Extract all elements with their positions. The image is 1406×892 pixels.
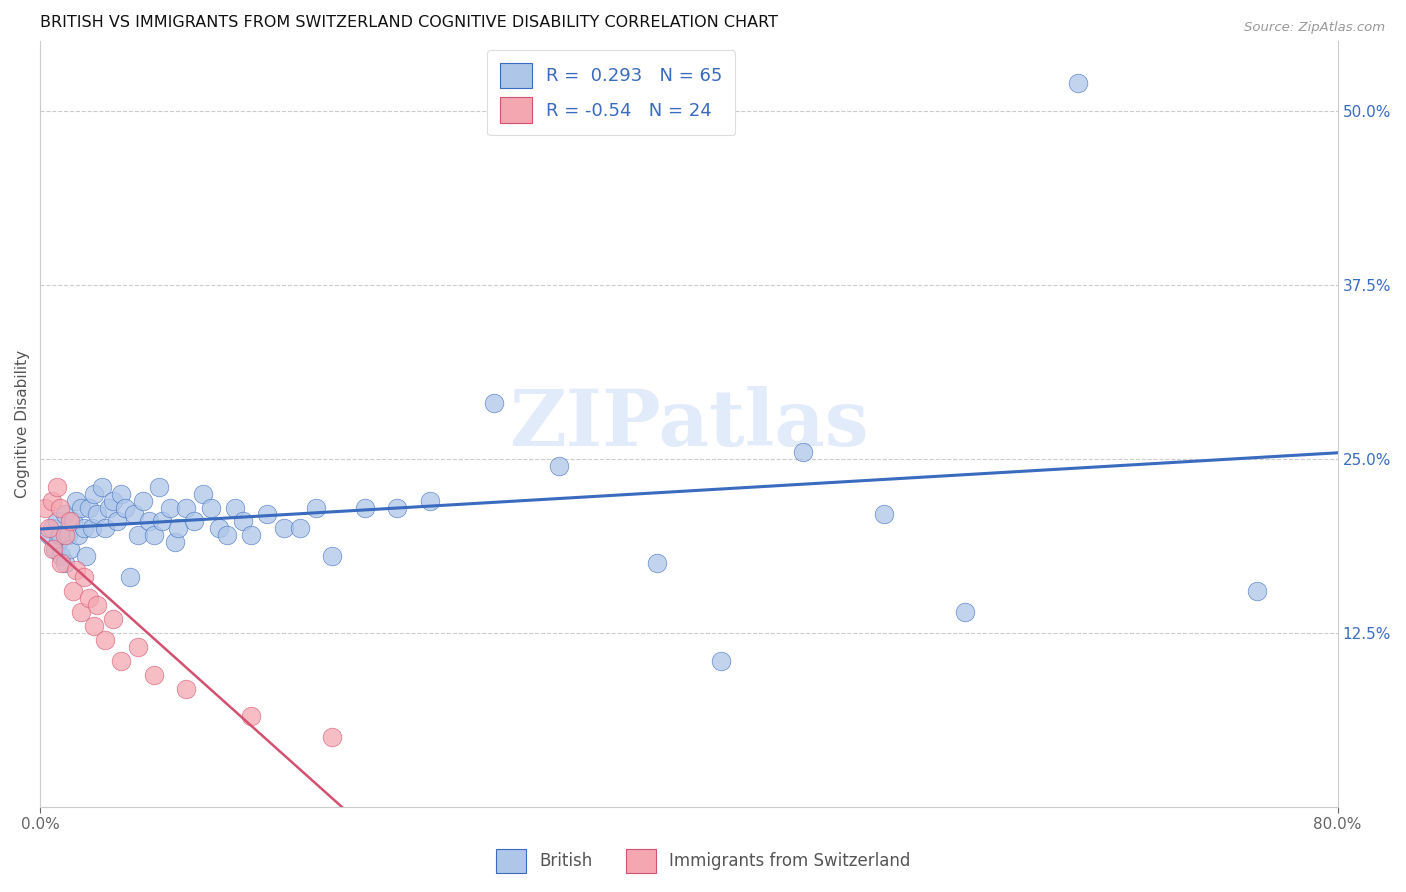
Point	[191, 486, 214, 500]
Point	[127, 640, 149, 654]
Point	[51, 556, 73, 570]
Point	[138, 515, 160, 529]
Point	[75, 549, 97, 564]
Point	[44, 542, 66, 557]
Point	[288, 521, 311, 535]
Point	[150, 515, 173, 529]
Point	[45, 480, 67, 494]
Point	[41, 493, 63, 508]
Point	[49, 528, 72, 542]
Point	[73, 570, 96, 584]
Point	[548, 458, 571, 473]
Point	[385, 500, 408, 515]
Point	[118, 570, 141, 584]
Point	[321, 731, 343, 745]
Point	[62, 584, 84, 599]
Point	[77, 591, 100, 605]
Point	[953, 605, 976, 619]
Point	[419, 493, 441, 508]
Legend: British, Immigrants from Switzerland: British, Immigrants from Switzerland	[489, 842, 917, 880]
Point	[42, 542, 65, 557]
Text: BRITISH VS IMMIGRANTS FROM SWITZERLAND COGNITIVE DISABILITY CORRELATION CHART: BRITISH VS IMMIGRANTS FROM SWITZERLAND C…	[41, 15, 779, 30]
Point	[77, 500, 100, 515]
Legend: R =  0.293   N = 65, R = -0.54   N = 24: R = 0.293 N = 65, R = -0.54 N = 24	[486, 50, 735, 136]
Point	[53, 556, 76, 570]
Point	[142, 667, 165, 681]
Point	[273, 521, 295, 535]
Point	[56, 528, 79, 542]
Point	[86, 508, 108, 522]
Point	[73, 521, 96, 535]
Point	[97, 500, 120, 515]
Point	[163, 535, 186, 549]
Point	[59, 515, 82, 529]
Point	[70, 605, 93, 619]
Point	[103, 612, 125, 626]
Point	[65, 563, 87, 577]
Point	[53, 528, 76, 542]
Point	[38, 528, 60, 542]
Point	[83, 619, 105, 633]
Point	[167, 521, 190, 535]
Point	[70, 500, 93, 515]
Point	[240, 709, 263, 723]
Point	[148, 480, 170, 494]
Point	[1067, 76, 1090, 90]
Point	[59, 542, 82, 557]
Point	[645, 556, 668, 570]
Point	[224, 500, 246, 515]
Point	[53, 508, 76, 522]
Point	[208, 521, 231, 535]
Point	[321, 549, 343, 564]
Y-axis label: Cognitive Disability: Cognitive Disability	[15, 350, 30, 498]
Point	[127, 528, 149, 542]
Point	[34, 500, 56, 515]
Point	[176, 500, 198, 515]
Text: ZIPatlas: ZIPatlas	[509, 386, 869, 462]
Point	[46, 535, 69, 549]
Point	[41, 521, 63, 535]
Point	[94, 521, 117, 535]
Point	[51, 549, 73, 564]
Point	[232, 515, 254, 529]
Point	[114, 500, 136, 515]
Point	[240, 528, 263, 542]
Point	[792, 444, 814, 458]
Point	[65, 493, 87, 508]
Point	[159, 500, 181, 515]
Point	[256, 508, 278, 522]
Point	[215, 528, 238, 542]
Point	[91, 480, 114, 494]
Point	[110, 654, 132, 668]
Point	[872, 508, 894, 522]
Point	[1246, 584, 1268, 599]
Point	[45, 515, 67, 529]
Point	[183, 515, 205, 529]
Text: Source: ZipAtlas.com: Source: ZipAtlas.com	[1244, 21, 1385, 34]
Point	[124, 508, 146, 522]
Point	[176, 681, 198, 696]
Point	[131, 493, 153, 508]
Point	[94, 632, 117, 647]
Point	[484, 396, 506, 410]
Point	[105, 515, 128, 529]
Point	[142, 528, 165, 542]
Point	[66, 528, 89, 542]
Point	[353, 500, 375, 515]
Point	[200, 500, 222, 515]
Point	[710, 654, 733, 668]
Point	[86, 598, 108, 612]
Point	[103, 493, 125, 508]
Point	[38, 521, 60, 535]
Point	[83, 486, 105, 500]
Point	[305, 500, 328, 515]
Point	[62, 515, 84, 529]
Point	[49, 500, 72, 515]
Point	[110, 486, 132, 500]
Point	[82, 521, 104, 535]
